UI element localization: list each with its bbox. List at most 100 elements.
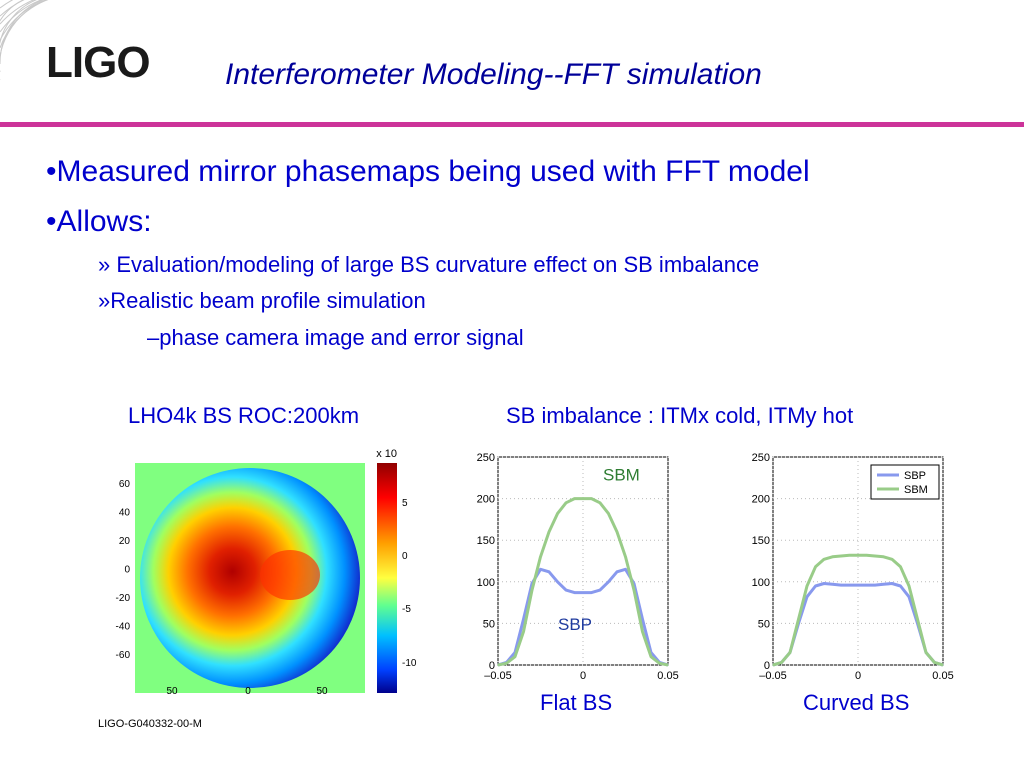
sub-bullet-1: » Evaluation/modeling of large BS curvat… bbox=[98, 252, 760, 277]
heatmap-mirror-disc bbox=[140, 468, 360, 688]
colorbar-tick: 5 bbox=[402, 498, 408, 509]
footer-docid: LIGO-G040332-00-M bbox=[98, 718, 202, 730]
data-point-sbp bbox=[874, 584, 876, 586]
colorbar-tick: -5 bbox=[402, 604, 411, 615]
data-point-sbp bbox=[857, 584, 859, 586]
data-point-sbm bbox=[531, 589, 533, 591]
data-point-sbm bbox=[831, 556, 834, 558]
caption-phasemap: LHO4k BS ROC:200km bbox=[128, 403, 360, 428]
data-point-sbm bbox=[797, 618, 800, 621]
data-point-sbp bbox=[908, 595, 910, 598]
data-point-sbm bbox=[780, 661, 783, 664]
y-tick-label: 50 bbox=[758, 618, 770, 630]
heatmap-x-tick: 50 bbox=[166, 686, 178, 697]
colorbar-tick: 0 bbox=[402, 551, 408, 562]
data-point-sbm bbox=[539, 556, 542, 558]
data-point-sbm bbox=[556, 512, 559, 515]
data-point-sbp bbox=[539, 568, 542, 571]
data-point-sbm bbox=[908, 585, 910, 587]
data-point-sbp bbox=[616, 571, 618, 573]
legend-label-sbm: SBM bbox=[904, 484, 928, 496]
bullet-1: •Measured mirror phasemaps being used wi… bbox=[46, 155, 810, 188]
data-point-sbp bbox=[556, 581, 559, 583]
y-tick-label: 200 bbox=[477, 494, 495, 506]
data-point-sbp bbox=[641, 618, 644, 621]
data-point-sbm bbox=[933, 661, 936, 664]
data-point-sbm bbox=[865, 554, 868, 556]
data-point-sbm bbox=[565, 501, 567, 504]
data-point-sbm bbox=[916, 618, 919, 621]
legend-box bbox=[870, 464, 940, 500]
data-point-sbm bbox=[599, 501, 601, 504]
legend-label-sbp: SBP bbox=[904, 470, 926, 482]
colorbar-exponent: x 10 bbox=[376, 448, 397, 460]
data-point-sbm bbox=[497, 664, 499, 666]
data-point-sbp bbox=[814, 585, 817, 587]
data-point-sbm bbox=[607, 512, 610, 515]
data-point-sbp bbox=[831, 583, 834, 586]
data-point-sbp bbox=[565, 589, 567, 591]
heatmap-y-tick: -60 bbox=[116, 650, 131, 661]
bullet-2-text: Allows: bbox=[56, 205, 152, 238]
y-tick-label: 50 bbox=[483, 618, 495, 630]
data-point-sbp bbox=[590, 591, 593, 594]
y-tick-label: 100 bbox=[752, 577, 770, 589]
y-tick-label: 0 bbox=[764, 660, 770, 672]
x-tick-label: 0.05 bbox=[657, 670, 678, 682]
data-point-sbm bbox=[548, 531, 550, 533]
data-point-sbp bbox=[599, 589, 601, 591]
data-point-sbp bbox=[848, 584, 851, 586]
annotation-sbm: SBM bbox=[603, 465, 640, 484]
x-tick-label: 0.05 bbox=[932, 670, 953, 682]
data-point-sbp bbox=[573, 591, 576, 594]
heatmap-x-tick: 50 bbox=[316, 686, 328, 697]
data-point-sbm bbox=[848, 554, 851, 556]
data-point-sbm bbox=[582, 497, 584, 500]
data-point-sbm bbox=[882, 556, 885, 558]
x-tick-label: –0.05 bbox=[484, 670, 512, 682]
data-point-sbm bbox=[633, 589, 635, 591]
heatmap-hot-lobe bbox=[260, 550, 320, 600]
data-point-sbp bbox=[522, 618, 525, 621]
data-point-sbm bbox=[942, 664, 944, 666]
data-point-sbm bbox=[814, 566, 817, 568]
y-tick-label: 150 bbox=[477, 535, 495, 547]
sub-sub-bullet-1: –phase camera image and error signal bbox=[147, 325, 524, 350]
data-point-sbm bbox=[624, 556, 627, 558]
data-point-sbm bbox=[891, 558, 893, 561]
data-point-sbp bbox=[624, 568, 627, 571]
data-point-sbm bbox=[874, 555, 876, 557]
caption-sb-imbalance: SB imbalance : ITMx cold, ITMy hot bbox=[506, 403, 854, 428]
data-point-sbp bbox=[840, 584, 842, 586]
x-tick-label: 0 bbox=[580, 670, 586, 682]
data-point-sbm bbox=[505, 662, 508, 665]
heatmap-y-tick: -20 bbox=[116, 593, 131, 604]
sub-bullet-2: »Realistic beam profile simulation bbox=[98, 288, 426, 313]
data-point-sbp bbox=[548, 571, 550, 573]
x-tick-label: –0.05 bbox=[759, 670, 787, 682]
data-point-sbm bbox=[899, 566, 902, 568]
data-point-sbm bbox=[616, 531, 618, 533]
bullet-2: •Allows: bbox=[46, 205, 152, 238]
data-point-sbm bbox=[590, 497, 593, 500]
data-point-sbp bbox=[882, 583, 885, 586]
heatmap-y-tick: 20 bbox=[119, 536, 131, 547]
x-tick-label: 0 bbox=[855, 670, 861, 682]
data-point-sbm bbox=[857, 554, 859, 556]
logo-arcs-decoration bbox=[0, 0, 49, 80]
data-point-sbm bbox=[658, 662, 661, 665]
annotation-sbp: SBP bbox=[558, 615, 592, 634]
y-tick-label: 200 bbox=[752, 494, 770, 506]
data-point-sbp bbox=[806, 595, 808, 598]
data-point-sbm bbox=[806, 585, 808, 587]
ligo-logo: LIGO bbox=[46, 38, 151, 87]
caption-flat-bs: Flat BS bbox=[540, 690, 613, 715]
heatmap-y-tick: 40 bbox=[119, 508, 131, 519]
data-point-sbp bbox=[823, 582, 825, 585]
colorbar-tick: -10 bbox=[402, 658, 417, 669]
caption-curved-bs: Curved BS bbox=[803, 690, 910, 715]
data-point-sbm bbox=[840, 555, 842, 557]
